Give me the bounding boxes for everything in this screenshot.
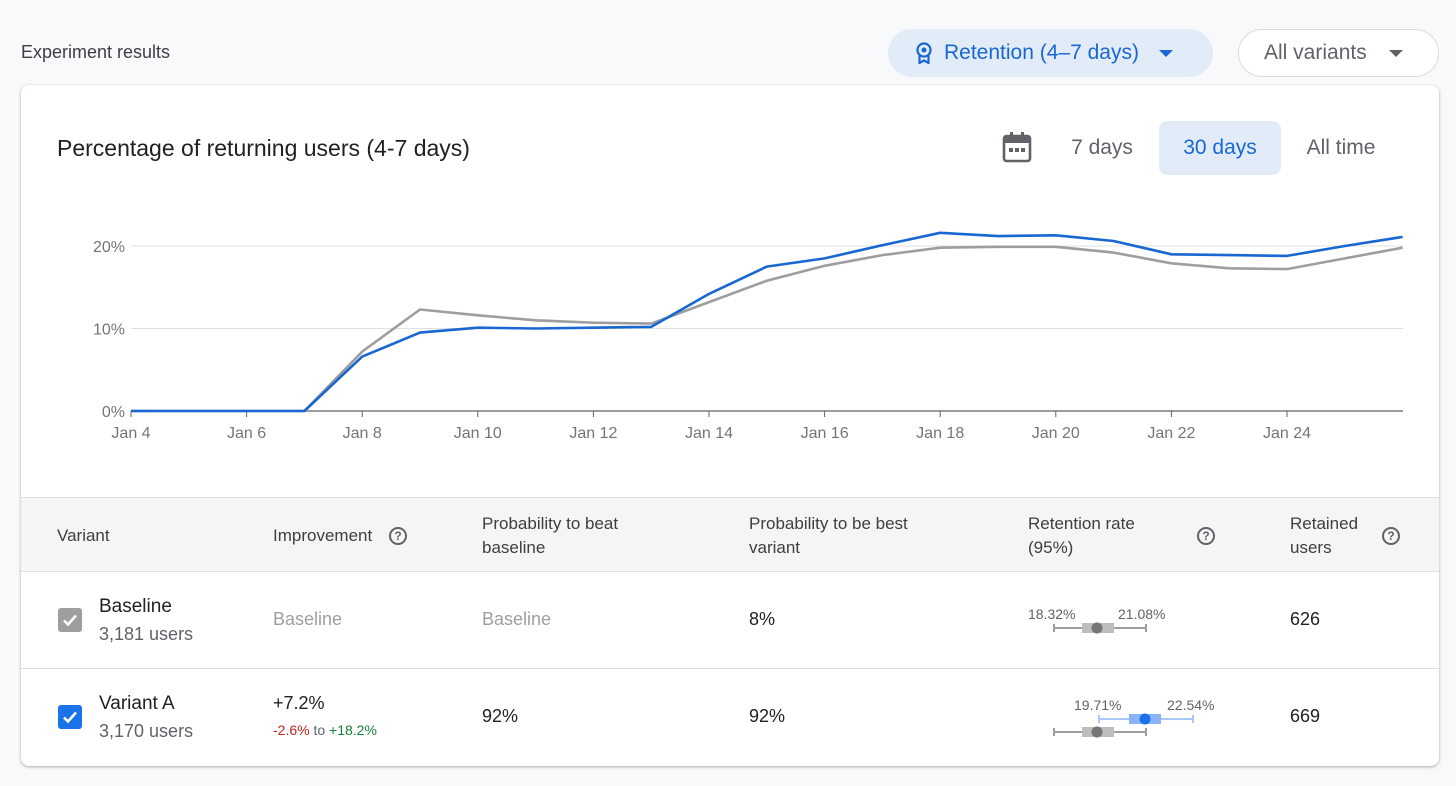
x-tick-label: Jan 10 (454, 425, 502, 442)
ci-high-label: 21.08% (1118, 606, 1166, 622)
table-row-variant-a: Variant A 3,170 users +7.2% -2.6% to +18… (21, 669, 1439, 766)
x-tick-label: Jan 14 (685, 425, 733, 442)
variant-a-checkbox[interactable] (58, 705, 82, 729)
variant-selector-label: All variants (1264, 41, 1367, 64)
improvement-low: -2.6% (273, 722, 310, 738)
y-tick-label: 20% (93, 239, 125, 256)
col-prob-best-line2: variant (749, 538, 801, 557)
page-title: Experiment results (21, 42, 171, 62)
range-all-time-button[interactable]: All time (1306, 136, 1376, 159)
variant-name: Variant A (99, 693, 175, 714)
table-row-baseline: Baseline 3,181 users Baseline Baseline 8… (21, 572, 1439, 669)
retained-value: 626 (1290, 609, 1321, 629)
retained-value: 669 (1290, 706, 1321, 726)
variant-name: Baseline (99, 596, 172, 617)
help-icon[interactable]: ? (1382, 527, 1400, 545)
col-prob-beat: Probability to beat baseline (482, 512, 618, 560)
calendar-icon[interactable] (1002, 131, 1032, 163)
improvement-value: Baseline (273, 609, 343, 629)
ci-high-label: 22.54% (1167, 697, 1215, 713)
x-tick-label: Jan 24 (1263, 425, 1311, 442)
prob-beat-value: Baseline (482, 609, 552, 629)
x-tick-label: Jan 22 (1147, 425, 1195, 442)
x-tick-label: Jan 12 (569, 425, 617, 442)
baseline-ci-bar (1053, 622, 1147, 634)
improvement-high: +18.2% (329, 722, 377, 738)
help-icon[interactable]: ? (1197, 527, 1215, 545)
check-icon (63, 711, 77, 724)
col-prob-best-line1: Probability to be best (749, 514, 908, 533)
check-icon (63, 614, 77, 627)
metric-selector[interactable]: Retention (4–7 days) (888, 29, 1213, 77)
x-tick-label: Jan 18 (916, 425, 964, 442)
ci-low-label: 18.32% (1028, 606, 1076, 622)
col-retained-line2: users (1290, 538, 1332, 557)
col-prob-best: Probability to be best variant (749, 512, 908, 560)
series-line-variant-a (131, 231, 1403, 413)
col-retained-line1: Retained (1290, 514, 1359, 533)
caret-down-icon (1388, 49, 1403, 57)
caret-down-icon (1158, 49, 1173, 57)
variant-a-ci-bars (1053, 713, 1194, 738)
table-header: Variant Improvement ? Probability to bea… (21, 497, 1439, 572)
range-30-days-button[interactable]: 30 days (1159, 121, 1281, 175)
col-improvement: Improvement (273, 526, 373, 545)
x-tick-label: Jan 8 (343, 425, 382, 442)
improvement-to: to (313, 722, 326, 738)
col-retention-rate: Retention rate (95%) (1028, 512, 1135, 560)
col-prob-beat-line2: baseline (482, 538, 546, 557)
variant-selector[interactable]: All variants (1238, 29, 1439, 77)
y-tick-label: 0% (102, 404, 125, 421)
chart-title: Percentage of returning users (4-7 days) (57, 135, 470, 161)
col-retention-line1: Retention rate (1028, 514, 1135, 533)
help-icon[interactable]: ? (389, 527, 407, 545)
col-retention-line2: (95%) (1028, 538, 1074, 557)
x-tick-label: Jan 6 (227, 425, 266, 442)
award-icon (916, 42, 932, 64)
metric-selector-label: Retention (4–7 days) (944, 41, 1139, 64)
improvement-range: -2.6% to +18.2% (273, 722, 377, 738)
series-line-baseline (131, 245, 1403, 413)
prob-best-value: 8% (749, 609, 776, 629)
x-tick-label: Jan 4 (111, 425, 150, 442)
x-tick-label: Jan 20 (1032, 425, 1080, 442)
retention-line-chart: 0% 10% 20% Jan 4 Jan 6 Jan 8 Jan 10 Jan 12 Jan 1… (93, 231, 1403, 442)
range-7-days-button[interactable]: 7 days (1071, 136, 1133, 159)
baseline-checkbox[interactable] (58, 608, 82, 632)
improvement-value: +7.2% (273, 693, 325, 713)
col-retained-users: Retained users (1290, 512, 1358, 560)
ci-low-label: 19.71% (1074, 697, 1122, 713)
x-tick-label: Jan 16 (801, 425, 849, 442)
col-prob-beat-line1: Probability to beat (482, 514, 619, 533)
variant-users: 3,170 users (99, 721, 194, 741)
prob-beat-value: 92% (482, 706, 519, 726)
results-card: Percentage of returning users (4-7 days)… (21, 85, 1439, 766)
variant-users: 3,181 users (99, 624, 194, 644)
y-tick-label: 10% (93, 322, 125, 339)
prob-best-value: 92% (749, 706, 786, 726)
col-variant: Variant (57, 526, 110, 545)
